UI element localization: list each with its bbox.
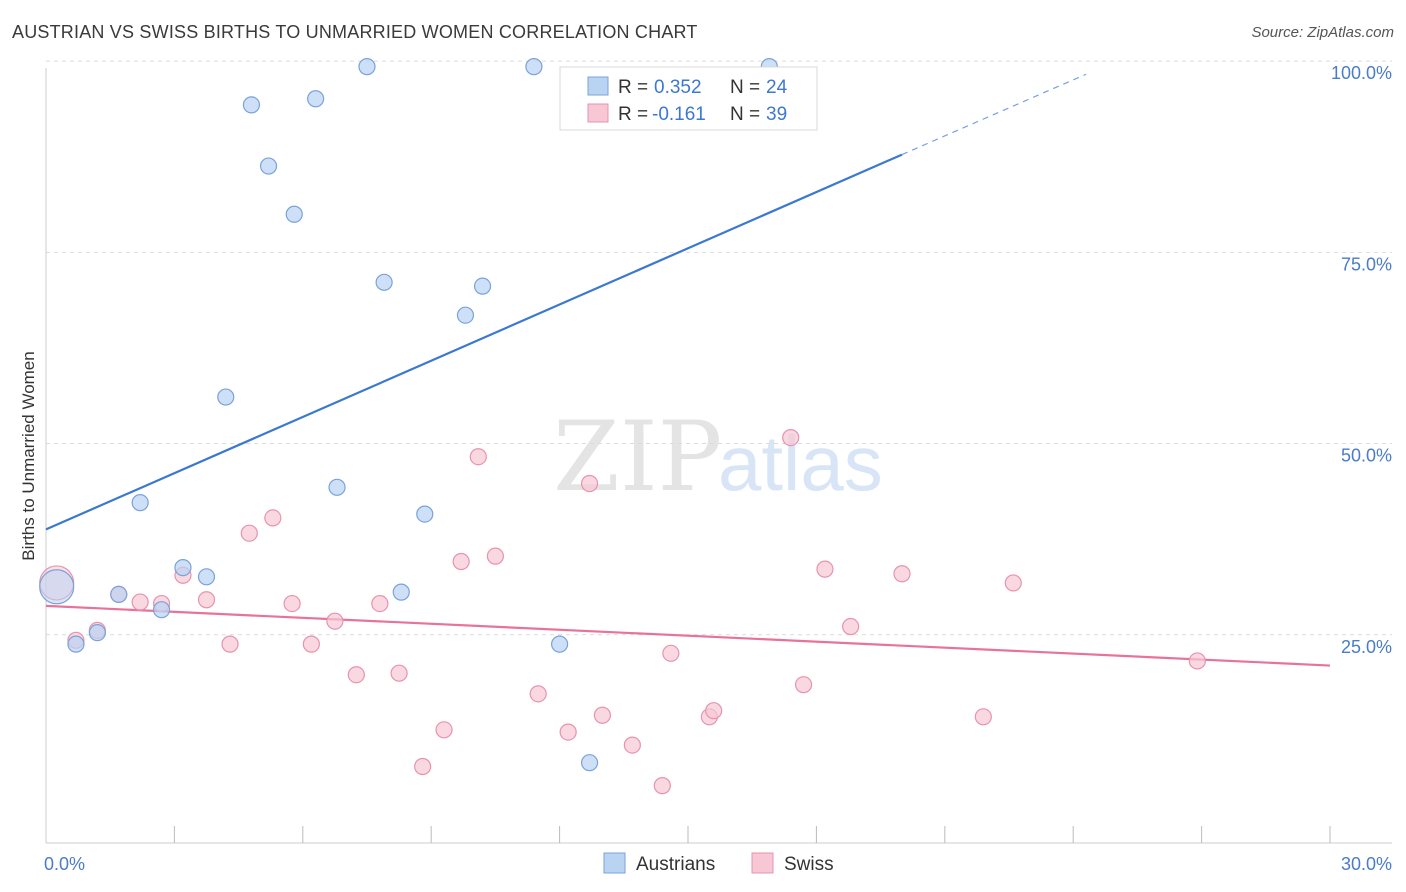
legend-n-label: N =	[730, 104, 760, 125]
point-swiss	[197, 591, 216, 609]
point-swiss	[469, 448, 487, 466]
correlation-legend: R = 0.352 N = 24 R = -0.161 N = 39	[559, 66, 818, 131]
y-tick-label: 100.0%	[1331, 63, 1392, 83]
y-tick-label: 50.0%	[1341, 446, 1392, 466]
series-legend-swiss: Swiss	[784, 854, 834, 875]
point-austrians	[392, 583, 410, 601]
point-swiss	[221, 635, 239, 653]
point-swiss	[842, 617, 860, 636]
legend-n-swiss: 39	[766, 104, 787, 125]
y-axis-label: Births to Unmarried Women	[19, 351, 38, 560]
point-swiss	[264, 509, 282, 527]
point-austrians	[473, 277, 492, 295]
source-note: Source: ZipAtlas.com	[1251, 24, 1394, 41]
series-legend: Austrians Swiss	[603, 852, 834, 875]
point-austrians	[88, 624, 106, 642]
point-austrians	[174, 559, 192, 577]
point-swiss	[559, 723, 577, 741]
point-swiss	[653, 777, 671, 795]
x-tick-label: 30.0%	[1341, 854, 1392, 874]
point-austrians	[152, 601, 171, 619]
point-swiss	[131, 593, 149, 611]
point-swiss	[347, 666, 365, 684]
point-swiss	[1004, 574, 1022, 592]
point-swiss	[390, 664, 408, 682]
point-swiss	[302, 635, 320, 653]
point-swiss	[794, 676, 813, 694]
series-legend-swatch-austrians	[603, 852, 626, 874]
point-austrians	[307, 90, 325, 108]
point-swiss	[623, 736, 641, 754]
watermark-atlas: atlas	[718, 419, 883, 507]
point-swiss	[414, 757, 432, 776]
point-swiss	[593, 706, 612, 724]
point-austrians	[131, 494, 149, 512]
point-austrians	[525, 58, 543, 76]
point-austrians	[328, 478, 346, 496]
y-tick-label: 25.0%	[1341, 637, 1392, 657]
point-austrians	[580, 754, 599, 772]
point-swiss	[782, 428, 800, 447]
axes	[45, 68, 1392, 844]
trend-line-swiss	[45, 604, 1331, 667]
point-swiss	[529, 685, 547, 703]
point-austrians	[375, 273, 393, 291]
point-swiss	[974, 708, 992, 726]
point-swiss	[816, 560, 834, 578]
legend-n-austrians: 24	[766, 77, 788, 98]
point-austrians	[259, 157, 278, 175]
point-swiss	[240, 524, 258, 542]
point-austrians	[67, 635, 85, 653]
legend-n-label: N =	[730, 77, 760, 98]
point-swiss	[705, 702, 723, 720]
point-austrians	[242, 96, 261, 114]
x-tick-label: 0.0%	[44, 854, 85, 874]
series-legend-austrians: Austrians	[636, 854, 715, 875]
point-austrians	[39, 569, 75, 605]
legend-r-label: R =	[618, 104, 648, 125]
point-austrians	[285, 205, 303, 223]
point-swiss	[283, 594, 301, 613]
legend-swatch-swiss	[587, 103, 609, 123]
point-austrians	[110, 585, 128, 604]
trend-line-extension-austrians	[901, 73, 1087, 156]
point-swiss	[893, 565, 911, 583]
point-austrians	[416, 505, 434, 523]
point-austrians	[550, 635, 569, 653]
y-tick-label: 75.0%	[1341, 254, 1392, 274]
point-swiss	[452, 552, 470, 571]
point-swiss	[486, 547, 504, 565]
point-swiss	[371, 594, 389, 613]
point-austrians	[358, 58, 376, 76]
point-austrians	[197, 568, 216, 586]
watermark-zip: ZIP	[553, 401, 722, 513]
point-swiss	[662, 644, 680, 662]
legend-swatch-austrians	[587, 76, 609, 96]
data-points	[39, 58, 1206, 795]
point-austrians	[217, 388, 235, 406]
legend-r-austrians: 0.352	[654, 77, 702, 98]
point-swiss	[1188, 652, 1206, 670]
point-swiss	[435, 721, 453, 739]
trend-lines	[45, 73, 1331, 667]
point-austrians	[456, 306, 475, 324]
legend-r-swiss: -0.161	[652, 104, 706, 125]
tick-labels: 25.0% 50.0% 75.0% 100.0% 0.0% 30.0%	[44, 63, 1392, 874]
point-swiss	[326, 612, 344, 630]
gridlines	[46, 60, 1392, 636]
series-legend-swatch-swiss	[751, 852, 774, 874]
legend-r-label: R =	[618, 77, 648, 98]
trend-line-austrians	[45, 153, 903, 531]
point-swiss	[580, 474, 599, 493]
chart-title: AUSTRIAN VS SWISS BIRTHS TO UNMARRIED WO…	[12, 22, 698, 42]
